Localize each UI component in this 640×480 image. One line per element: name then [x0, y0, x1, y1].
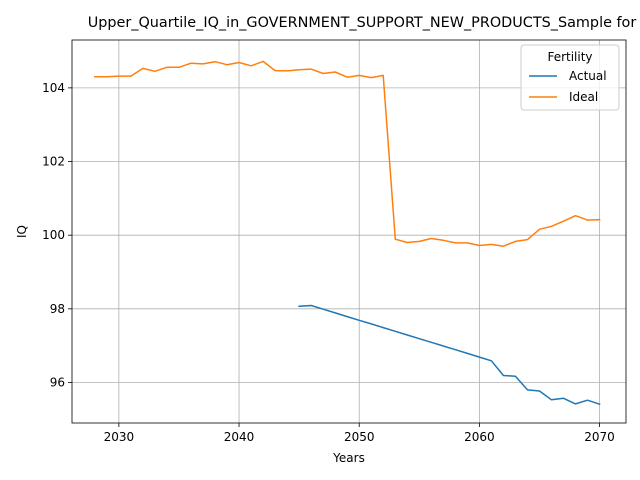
x-tick-label: 2050 [344, 430, 375, 444]
x-axis-ticks: 2030 2040 2050 2060 2070 [104, 423, 615, 444]
x-tick-label: 2070 [584, 430, 615, 444]
x-tick-label: 2040 [224, 430, 255, 444]
y-tick-label: 102 [42, 155, 65, 169]
y-tick-label: 98 [50, 302, 65, 316]
x-axis-label: Years [332, 451, 365, 465]
y-tick-label: 96 [50, 375, 65, 389]
legend-title: Fertility [547, 50, 592, 64]
y-tick-label: 100 [42, 228, 65, 242]
x-tick-label: 2030 [104, 430, 135, 444]
y-axis-label: IQ [15, 225, 29, 238]
legend-box [520, 44, 620, 111]
plot-frame [71, 39, 627, 424]
series-lines [94, 60, 601, 406]
legend-label-actual: Actual [569, 69, 607, 83]
legend-label-ideal: Ideal [569, 90, 598, 104]
x-tick-label: 2060 [464, 430, 495, 444]
series-line-actual [298, 304, 601, 406]
legend: Fertility Actual Ideal [520, 44, 620, 111]
chart-title: Upper_Quartile_IQ_in_GOVERNMENT_SUPPORT_… [88, 15, 637, 31]
series-line-ideal [94, 60, 601, 247]
y-axis-ticks: 96 98 100 102 104 [42, 81, 72, 389]
y-tick-label: 104 [42, 81, 65, 95]
